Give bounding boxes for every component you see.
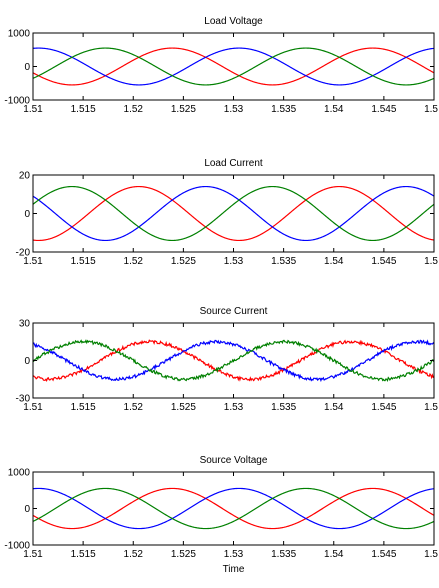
x-tick-label: 1.5 (424, 402, 438, 413)
y-tick-label: -20 (16, 248, 31, 259)
y-tick-label: 0 (24, 356, 30, 367)
series-line-0 (32, 339, 435, 382)
series-line-1 (32, 47, 435, 86)
x-tick-label: 1.52 (124, 256, 144, 267)
x-tick-label: 1.535 (271, 549, 296, 560)
x-tick-label: 1.535 (271, 104, 296, 115)
series-line-1 (32, 339, 435, 383)
chart-title: Source Voltage (200, 455, 268, 466)
x-tick-label: 1.51 (23, 104, 43, 115)
series-line-0 (32, 185, 435, 242)
x-tick-label: 1.54 (324, 402, 344, 413)
y-tick-label: -30 (16, 394, 31, 405)
x-tick-label: 1.54 (324, 549, 344, 560)
x-tick-label: 1.51 (23, 402, 43, 413)
x-tick-label: 1.51 (23, 549, 43, 560)
chart-title: Load Current (204, 158, 263, 169)
x-tick-label: 1.515 (71, 256, 96, 267)
x-tick-label: 1.515 (71, 549, 96, 560)
series-line-2 (32, 185, 435, 242)
x-tick-label: 1.52 (124, 402, 144, 413)
x-tick-label: 1.525 (171, 402, 196, 413)
series-line-1 (32, 185, 435, 242)
y-tick-label: 0 (24, 504, 30, 515)
series-line-0 (32, 47, 435, 86)
series-line-2 (32, 47, 435, 86)
x-tick-label: 1.5 (424, 549, 438, 560)
x-tick-label: 1.525 (171, 104, 196, 115)
x-tick-label: 1.53 (224, 402, 244, 413)
x-tick-label: 1.54 (324, 256, 344, 267)
series-line-2 (32, 339, 435, 383)
x-tick-label: 1.525 (171, 256, 196, 267)
x-tick-label: 1.52 (124, 549, 144, 560)
x-tick-label: 1.5 (424, 104, 438, 115)
plot-frame (32, 471, 435, 546)
x-tick-label: 1.535 (271, 402, 296, 413)
series-line-1 (32, 487, 435, 530)
chart-title: Source Current (200, 306, 268, 317)
x-tick-label: 1.51 (23, 256, 43, 267)
y-tick-label: 0 (24, 209, 30, 220)
x-tick-label: 1.525 (171, 549, 196, 560)
series-line-2 (32, 487, 435, 530)
y-tick-label: 1000 (8, 29, 31, 40)
y-tick-label: 30 (19, 319, 31, 330)
y-tick-label: -1000 (4, 541, 30, 552)
x-axis-label: Time (223, 564, 245, 575)
y-tick-label: 0 (24, 62, 30, 73)
x-tick-label: 1.545 (371, 402, 396, 413)
chart-title: Load Voltage (204, 16, 263, 27)
x-tick-label: 1.5 (424, 256, 438, 267)
x-tick-label: 1.545 (371, 256, 396, 267)
plot-frame (32, 32, 435, 101)
chart-panel-3: Source Voltage 1.51 1.515 1.52 1.525 1.53 1.53… (4, 455, 438, 575)
x-tick-label: 1.515 (71, 104, 96, 115)
chart-panel-1: Load Current 1.51 1.515 1.52 1.525 1.53 1.535 1… (16, 158, 439, 267)
x-tick-label: 1.535 (271, 256, 296, 267)
series-line-0 (32, 487, 435, 530)
x-tick-label: 1.545 (371, 104, 396, 115)
x-tick-label: 1.53 (224, 256, 244, 267)
chart-panel-0: Load Voltage 1.51 1.515 1.52 1.525 1.53 1.535 1… (4, 16, 438, 115)
x-tick-label: 1.545 (371, 549, 396, 560)
y-tick-label: -1000 (4, 96, 30, 107)
x-tick-label: 1.52 (124, 104, 144, 115)
y-tick-label: 1000 (8, 468, 31, 479)
x-tick-label: 1.54 (324, 104, 344, 115)
x-tick-label: 1.53 (224, 549, 244, 560)
y-tick-label: 20 (19, 171, 31, 182)
x-tick-label: 1.53 (224, 104, 244, 115)
x-tick-label: 1.515 (71, 402, 96, 413)
plot-frame (32, 174, 435, 253)
